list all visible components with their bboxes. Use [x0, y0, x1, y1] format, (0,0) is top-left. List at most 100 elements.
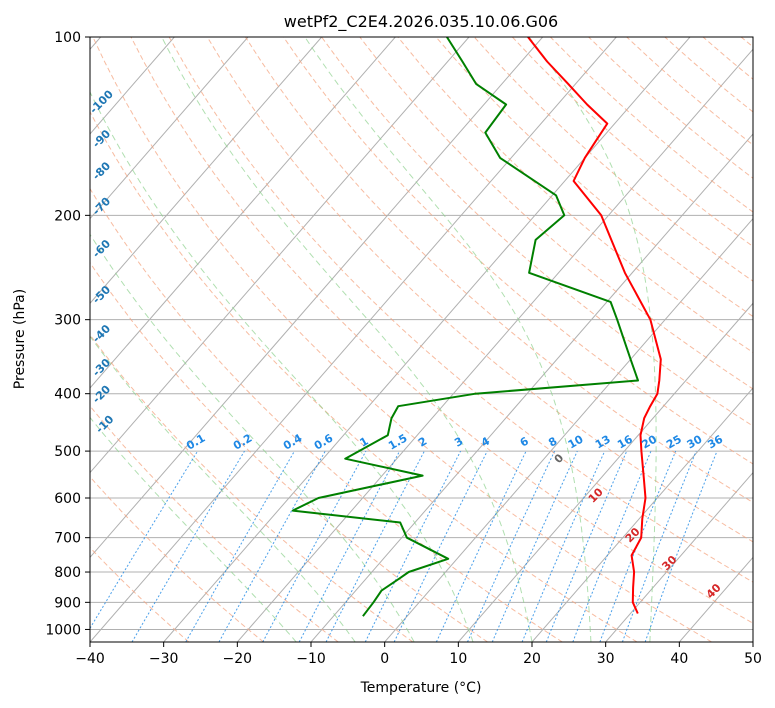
mixing-ratio-line: [298, 450, 401, 642]
moist-adiabat-line: [304, 37, 592, 642]
isotherm-line: [90, 37, 617, 642]
mixing-ratio-line: [545, 450, 628, 642]
dry-adiabat-label: -40: [90, 322, 113, 345]
mixing-ratio-line: [364, 450, 462, 642]
plot-background: [90, 37, 753, 642]
mixing-ratio-label: 16: [615, 432, 635, 451]
mixing-ratio-line: [435, 450, 527, 642]
mixing-ratio-line: [325, 450, 425, 642]
dry-adiabat-line: [206, 37, 753, 543]
dry-adiabat-line: [397, 37, 753, 354]
dry-adiabat-label: -10: [93, 412, 116, 435]
dewpoint-profile-line: [291, 37, 639, 617]
plot-labels: 0.1 0.2 0.4 0.6 1 1.5 2 3 4 6 8 10 13 16 20 25 30 36-100-…: [87, 87, 725, 601]
temperature-profile-line: [527, 37, 662, 614]
mixing-ratio-label: 0.6: [312, 431, 336, 452]
dry-adiabat-line: [90, 110, 638, 642]
dry-adiabat-line: [92, 37, 712, 642]
x-tick-label: −20: [223, 651, 253, 667]
isotherm-line: [90, 37, 544, 559]
dry-adiabat-line: [130, 37, 753, 624]
y-tick-label: 900: [54, 595, 81, 611]
x-tick-label: 20: [523, 651, 541, 667]
dry-adiabat-label: -50: [90, 283, 113, 306]
y-tick-label: 300: [54, 313, 81, 329]
y-tick-label: 500: [54, 444, 81, 460]
x-tick-label: 0: [380, 651, 389, 667]
moist-adiabat-label: 0: [552, 451, 567, 466]
y-tick-label: 600: [54, 491, 81, 507]
moist-adiabat-label: 10: [586, 485, 606, 505]
dry-adiabat-line: [588, 37, 753, 179]
mixing-ratio-label: 1: [358, 435, 371, 450]
mixing-ratio-label: 10: [566, 432, 586, 451]
mixing-ratio-label: 1.5: [386, 432, 409, 453]
dry-adiabat-line: [702, 37, 753, 80]
isotherm-line: [90, 37, 470, 474]
dry-adiabat-label: -100: [87, 87, 116, 116]
y-tick-label: 400: [54, 387, 81, 403]
moist-adiabat-line: [528, 37, 657, 642]
mixing-ratio-line: [185, 450, 295, 642]
y-tick-label: 700: [54, 531, 81, 547]
dry-adiabat-line: [90, 405, 339, 642]
mixing-ratio-label: 25: [664, 433, 684, 452]
dry-adiabat-line: [511, 37, 753, 248]
moist-adiabat-line: [90, 416, 297, 642]
y-axis-label: Pressure (hPa): [12, 289, 28, 389]
isotherm-line: [384, 217, 753, 642]
x-tick-label: −40: [75, 651, 105, 667]
isotherm-line: [163, 37, 691, 642]
mixing-ratio-line: [218, 450, 326, 642]
dry-adiabat-line: [90, 261, 488, 642]
plot-frame: [89, 36, 754, 643]
mixing-ratio-line: [262, 450, 367, 642]
mixing-ratio-label: 36: [705, 432, 725, 451]
plot-lines: [291, 37, 662, 617]
isotherm-line: [605, 471, 753, 642]
mixing-ratio-line: [621, 450, 697, 642]
dry-adiabat-line: [664, 37, 753, 113]
isotherm-line: [457, 302, 753, 642]
dry-adiabat-line: [90, 187, 563, 642]
mixing-ratio-line: [90, 450, 199, 630]
x-axis-ticks: −40 −30 −20 −10 0 10 20 30 40 50: [75, 642, 762, 667]
moist-adiabat-label: 40: [704, 581, 724, 601]
mixing-ratio-line: [599, 450, 677, 642]
moist-adiabat-line: [90, 335, 356, 642]
dry-adiabat-label: -80: [90, 159, 113, 182]
moist-adiabat-label: 30: [659, 553, 679, 573]
x-tick-label: −10: [296, 651, 326, 667]
isotherm-line: [310, 133, 753, 642]
y-tick-label: 1000: [45, 622, 81, 638]
isotherm-line: [752, 641, 753, 642]
mixing-ratio-label: 13: [593, 433, 613, 452]
mixing-ratio-line: [491, 450, 578, 642]
dry-adiabat-line: [740, 37, 753, 48]
y-tick-label: 200: [54, 208, 81, 224]
mixing-ratio-label: 6: [518, 434, 531, 449]
isotherm-line: [90, 37, 323, 305]
dry-adiabat-line: [90, 475, 264, 642]
dry-adiabat-line: [244, 37, 753, 504]
mixing-ratio-line: [572, 450, 652, 642]
isotherm-line: [90, 37, 249, 220]
mixing-ratio-label: 0.2: [231, 432, 254, 453]
moist-adiabat-line: [90, 90, 474, 642]
mixing-ratio-line: [521, 450, 606, 642]
isotherm-line: [236, 48, 753, 642]
mixing-ratio-label: 2: [416, 435, 429, 450]
moist-adiabat-line: [161, 37, 533, 642]
isotherm-line: [531, 387, 753, 642]
y-tick-label: 800: [54, 565, 81, 581]
dry-adiabat-line: [435, 37, 753, 318]
mixing-ratio-label: 8: [546, 435, 559, 450]
x-tick-label: −30: [149, 651, 179, 667]
x-axis-label: Temperature (°C): [360, 680, 482, 696]
moist-adiabat-line: [90, 233, 415, 642]
mixing-ratio-label: 0.4: [281, 431, 305, 452]
dry-adiabat-label: -30: [90, 356, 113, 379]
y-axis-ticks: 100 200 300 400 500 600 700 800 900 1000: [45, 30, 90, 638]
mixing-ratio-line: [644, 450, 718, 642]
